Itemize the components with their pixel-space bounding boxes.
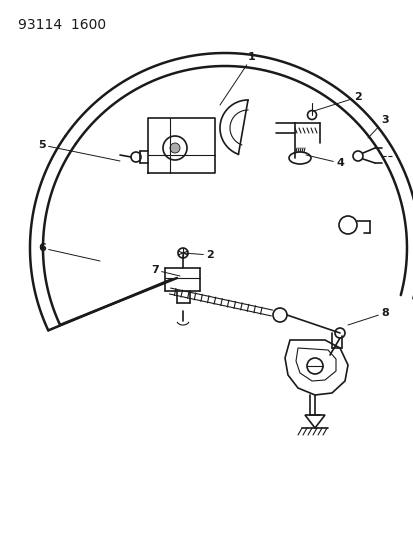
Circle shape: [170, 143, 180, 153]
Text: 8: 8: [347, 308, 388, 325]
Text: 1: 1: [219, 52, 255, 105]
Text: 4: 4: [305, 155, 343, 168]
Circle shape: [178, 248, 188, 258]
Text: 5: 5: [38, 140, 120, 161]
Circle shape: [131, 152, 141, 162]
Text: 93114  1600: 93114 1600: [18, 18, 106, 32]
Text: 6: 6: [38, 243, 100, 261]
Text: 2: 2: [183, 250, 214, 260]
Text: 2: 2: [313, 92, 361, 111]
Circle shape: [334, 328, 344, 338]
Circle shape: [338, 216, 356, 234]
Circle shape: [307, 110, 316, 119]
Text: 3: 3: [367, 115, 388, 138]
Text: 7: 7: [151, 265, 180, 276]
